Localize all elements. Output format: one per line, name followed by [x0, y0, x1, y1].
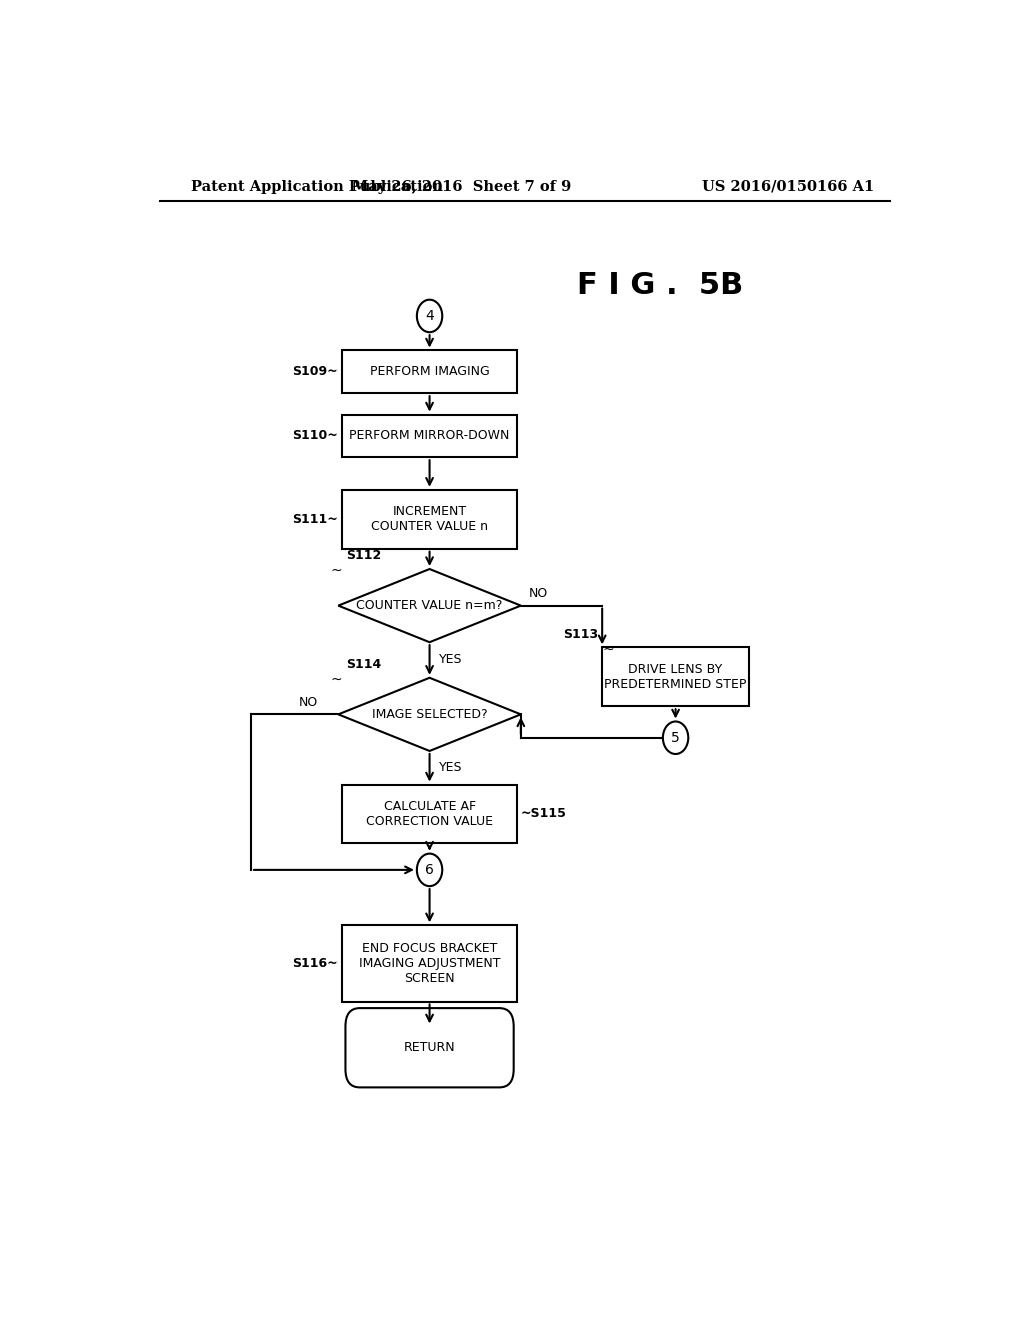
Text: S116~: S116~ [293, 957, 338, 970]
Text: YES: YES [439, 762, 463, 775]
FancyBboxPatch shape [342, 925, 517, 1002]
Text: Patent Application Publication: Patent Application Publication [191, 180, 443, 194]
Text: PERFORM IMAGING: PERFORM IMAGING [370, 366, 489, 379]
Text: DRIVE LENS BY
PREDETERMINED STEP: DRIVE LENS BY PREDETERMINED STEP [604, 663, 746, 690]
Text: F I G .  5B: F I G . 5B [577, 271, 742, 300]
Text: CALCULATE AF
CORRECTION VALUE: CALCULATE AF CORRECTION VALUE [366, 800, 494, 828]
Text: May 26, 2016  Sheet 7 of 9: May 26, 2016 Sheet 7 of 9 [351, 180, 571, 194]
Text: S112: S112 [346, 549, 382, 562]
Text: ~S115: ~S115 [521, 808, 566, 821]
Polygon shape [338, 677, 521, 751]
Polygon shape [338, 569, 521, 643]
Text: US 2016/0150166 A1: US 2016/0150166 A1 [701, 180, 873, 194]
FancyBboxPatch shape [602, 647, 749, 706]
Text: COUNTER VALUE n=m?: COUNTER VALUE n=m? [356, 599, 503, 612]
Text: ~: ~ [602, 643, 613, 656]
Circle shape [417, 300, 442, 333]
Text: YES: YES [439, 653, 463, 667]
Text: 4: 4 [425, 309, 434, 323]
Text: S114: S114 [346, 659, 382, 671]
Text: 6: 6 [425, 863, 434, 876]
FancyBboxPatch shape [342, 784, 517, 843]
Text: NO: NO [528, 587, 548, 599]
FancyBboxPatch shape [342, 414, 517, 457]
Text: NO: NO [299, 696, 318, 709]
Text: S109~: S109~ [293, 366, 338, 379]
Text: 5: 5 [671, 731, 680, 744]
FancyBboxPatch shape [342, 490, 517, 549]
Text: ~: ~ [331, 564, 342, 578]
FancyBboxPatch shape [342, 351, 517, 393]
Text: S111~: S111~ [293, 512, 338, 525]
Text: RETURN: RETURN [403, 1041, 456, 1055]
FancyBboxPatch shape [345, 1008, 514, 1088]
Text: END FOCUS BRACKET
IMAGING ADJUSTMENT
SCREEN: END FOCUS BRACKET IMAGING ADJUSTMENT SCR… [358, 942, 501, 985]
Text: ~: ~ [331, 673, 342, 686]
Text: INCREMENT
COUNTER VALUE n: INCREMENT COUNTER VALUE n [371, 506, 488, 533]
Circle shape [417, 854, 442, 886]
Text: S110~: S110~ [293, 429, 338, 442]
Text: IMAGE SELECTED?: IMAGE SELECTED? [372, 708, 487, 721]
Text: PERFORM MIRROR-DOWN: PERFORM MIRROR-DOWN [349, 429, 510, 442]
Text: S113: S113 [563, 627, 598, 640]
Circle shape [663, 722, 688, 754]
